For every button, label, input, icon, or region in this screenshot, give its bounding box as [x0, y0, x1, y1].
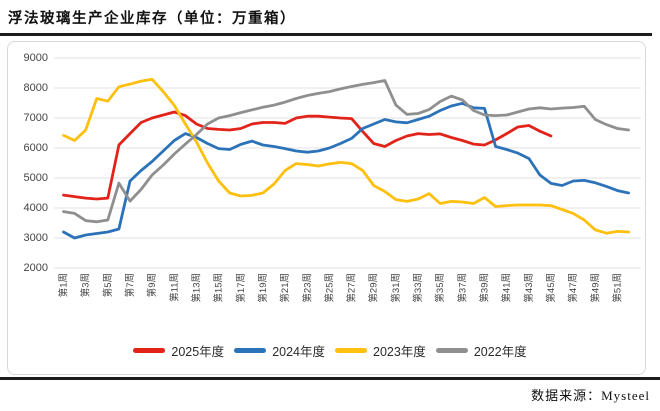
x-axis-tick-label: 第39周	[479, 273, 491, 303]
y-axis-tick-label: 2000	[24, 262, 48, 274]
legend-swatch-icon	[234, 348, 267, 353]
x-axis-tick-label: 第17周	[235, 273, 247, 303]
data-source-label: 数据来源：Mysteel	[531, 388, 650, 403]
y-axis-tick-label: 7000	[24, 112, 48, 124]
x-axis-tick-label: 第43周	[523, 273, 535, 303]
x-axis-tick-label: 第51周	[612, 273, 624, 303]
bottom-divider	[0, 377, 660, 380]
legend-label: 2024年度	[272, 345, 325, 359]
x-axis-tick-label: 第13周	[190, 273, 202, 303]
legend-item-2022年度: 2022年度	[435, 341, 527, 360]
x-axis-tick-label: 第5周	[102, 273, 114, 297]
x-axis-tick-label: 第41周	[501, 273, 513, 303]
page-title: 浮法玻璃生产企业库存（单位：万重箱）	[8, 11, 296, 27]
x-axis-tick-label: 第23周	[301, 273, 313, 303]
x-axis-tick-label: 第27周	[346, 273, 358, 303]
legend-swatch-icon	[435, 348, 468, 353]
x-axis-tick-label: 第31周	[390, 273, 402, 303]
series-line-2024年度	[62, 101, 630, 240]
x-axis-tick-label: 第11周	[168, 273, 180, 302]
chart-legend: 2025年度 2024年度 2023年度 2022年度	[0, 341, 660, 360]
legend-item-2024年度: 2024年度	[234, 341, 325, 360]
series-line-2025年度	[62, 110, 553, 201]
legend-item-2025年度: 2025年度	[133, 341, 224, 360]
y-axis-tick-label: 9000	[24, 52, 48, 64]
x-axis-tick-label: 第3周	[80, 273, 92, 297]
series-line-2023年度	[62, 77, 630, 235]
x-axis-tick-label: 第47周	[567, 273, 579, 303]
x-axis-tick-label: 第49周	[589, 273, 601, 303]
x-axis-tick-label: 第35周	[434, 273, 446, 303]
x-axis-tick-label: 第37周	[456, 273, 468, 303]
y-axis-tick-label: 6000	[24, 142, 48, 154]
legend-label: 2022年度	[473, 345, 527, 359]
x-axis-tick-label: 第33周	[412, 273, 424, 303]
legend-item-2023年度: 2023年度	[335, 341, 426, 360]
x-axis-tick-label: 第21周	[279, 273, 291, 303]
x-axis-tick-label: 第1周	[58, 273, 70, 297]
x-axis-tick-label: 第25周	[323, 273, 335, 303]
series-line-2022年度	[62, 79, 630, 224]
y-axis-tick-label: 5000	[24, 172, 48, 184]
legend-swatch-icon	[133, 348, 166, 353]
top-divider	[0, 33, 652, 36]
y-axis-tick-label: 3000	[24, 232, 48, 244]
x-axis-tick-label: 第9周	[146, 273, 158, 297]
y-axis-tick-label: 8000	[24, 82, 48, 94]
legend-label: 2023年度	[373, 345, 426, 359]
x-axis-tick-label: 第19周	[257, 273, 269, 303]
x-axis-tick-label: 第45周	[545, 273, 557, 303]
legend-label: 2025年度	[171, 345, 225, 359]
x-axis-tick-label: 第29周	[368, 273, 380, 303]
x-axis-tick-label: 第7周	[124, 273, 136, 297]
legend-swatch-icon	[335, 348, 367, 353]
x-axis-tick-label: 第15周	[213, 273, 225, 303]
y-axis-tick-label: 4000	[24, 202, 48, 214]
